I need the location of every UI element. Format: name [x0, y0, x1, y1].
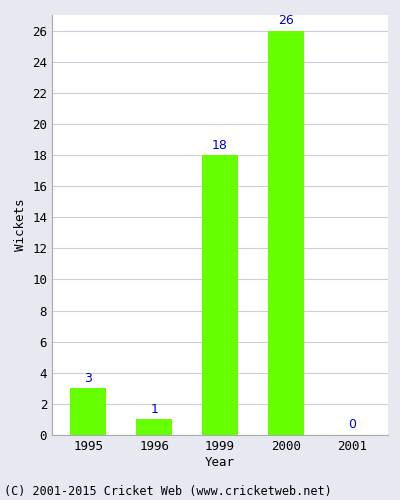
Text: 18: 18: [212, 139, 228, 152]
Bar: [70, 388, 106, 435]
Text: 0: 0: [348, 418, 356, 431]
Bar: [202, 155, 238, 435]
Text: 26: 26: [278, 14, 294, 28]
Bar: [268, 30, 304, 435]
Text: 3: 3: [84, 372, 92, 385]
Text: 1: 1: [150, 404, 158, 416]
Text: (C) 2001-2015 Cricket Web (www.cricketweb.net): (C) 2001-2015 Cricket Web (www.cricketwe…: [4, 484, 332, 498]
Bar: [136, 420, 172, 435]
X-axis label: Year: Year: [205, 456, 235, 468]
Y-axis label: Wickets: Wickets: [14, 198, 26, 251]
